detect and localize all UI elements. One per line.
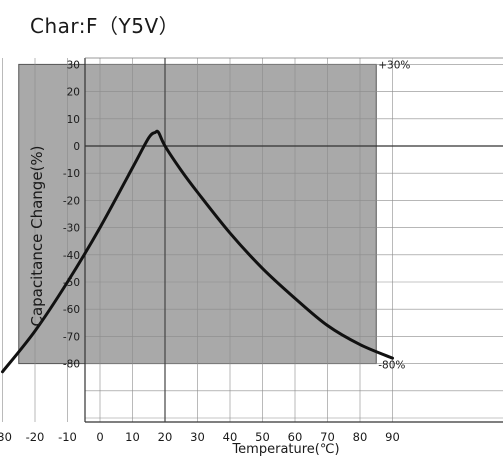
x-tick-label: 30 xyxy=(190,430,205,444)
chart-title: Char:F（Y5V） xyxy=(30,14,180,38)
x-tick-label: 60 xyxy=(288,430,303,444)
x-tick-label: 70 xyxy=(320,430,335,444)
y-tick-label: -10 xyxy=(63,168,80,180)
x-tick-label: 40 xyxy=(223,430,238,444)
x-tick-label: 10 xyxy=(125,430,140,444)
y-tick-label: -70 xyxy=(63,331,80,343)
x-tick-label: -30 xyxy=(0,430,12,444)
y-tick-label: -80 xyxy=(63,359,80,371)
y-tick-label: 20 xyxy=(67,87,80,99)
y-tick-label: 30 xyxy=(67,59,80,71)
y-tick-label: -30 xyxy=(63,223,80,235)
x-tick-label: 20 xyxy=(158,430,173,444)
x-tick-label: 50 xyxy=(255,430,270,444)
x-tick-label: -20 xyxy=(26,430,45,444)
x-axis-label: Temperature(℃) xyxy=(231,442,339,457)
x-tick-label: 0 xyxy=(96,430,103,444)
y-tick-label: -60 xyxy=(63,304,80,316)
x-tick-label: 80 xyxy=(353,430,368,444)
upper-limit-label: +30% xyxy=(378,59,410,71)
y-tick-label: 10 xyxy=(67,114,80,126)
y-tick-label: -40 xyxy=(63,250,80,262)
lower-limit-label: -80% xyxy=(378,360,405,372)
y-axis-label: Capacitance Change(%) xyxy=(28,145,46,326)
x-tick-label: 90 xyxy=(385,430,400,444)
x-tick-label: -10 xyxy=(58,430,77,444)
series-line xyxy=(1,129,394,374)
y-tick-label: 0 xyxy=(73,141,80,153)
y-tick-label: -20 xyxy=(63,195,80,207)
plot-area: 3020100-10-20-30-40-50-60-70-80-30-20-10… xyxy=(0,57,503,444)
